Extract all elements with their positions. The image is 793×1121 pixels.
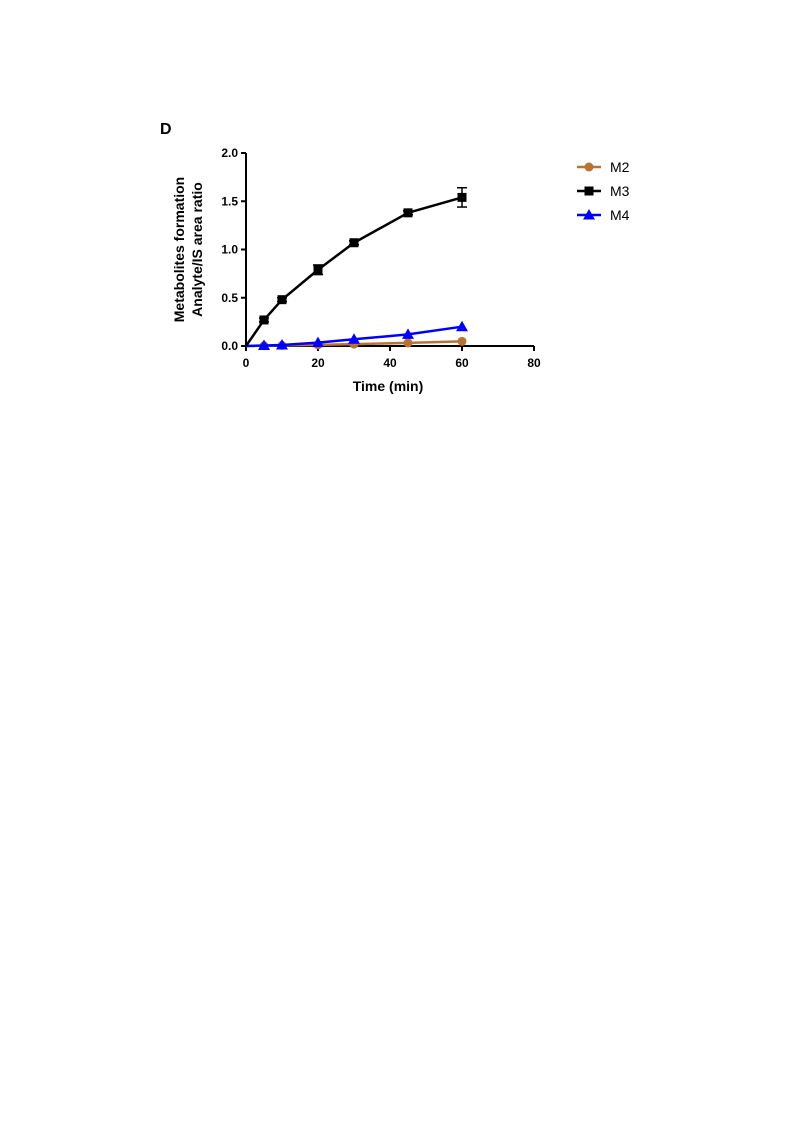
legend-label: M3: [610, 183, 630, 199]
y-tick-label: 2.0: [221, 146, 238, 160]
plot-area: 0 20 40 60 80 0.0 0.5 1.0 1.5 2.0 Time (min) Metabo…: [171, 146, 541, 394]
data-point-m3: [277, 295, 287, 305]
data-point-m3: [349, 238, 359, 248]
x-tick-label: 60: [455, 356, 469, 370]
series-line-m3: [244, 196, 463, 347]
y-axis-title-line1: Metabolites formation: [171, 177, 187, 322]
legend-label: M4: [610, 207, 630, 223]
legend-item-m3: M3: [577, 183, 630, 199]
data-point-m2: [403, 338, 413, 348]
data-point-m4: [276, 339, 288, 350]
x-tick-label: 20: [311, 356, 325, 370]
legend-marker-m2: [584, 162, 594, 172]
x-tick-label: 40: [383, 356, 397, 370]
x-tick-label: 0: [243, 356, 250, 370]
data-point-m3: [259, 315, 269, 325]
data-point-m4: [258, 339, 270, 351]
series-m3: [244, 186, 467, 347]
x-axis-title: Time (min): [353, 378, 424, 394]
legend-marker-m4: [583, 209, 595, 220]
data-point-m2: [457, 336, 467, 346]
data-point-m3: [403, 208, 413, 218]
legend: M2 M3 M4: [577, 159, 630, 223]
x-tick-label: 80: [527, 356, 541, 370]
y-tick-label: 1.5: [221, 194, 238, 208]
y-axis-title-line2: Analyte/IS area ratio: [189, 182, 205, 317]
legend-item-m4: M4: [577, 207, 630, 223]
y-tick-label: 0.0: [221, 339, 238, 353]
data-point-m4: [456, 320, 468, 332]
data-point-m3: [313, 265, 323, 275]
legend-marker-m3: [584, 186, 594, 196]
panel-label: D: [160, 121, 172, 138]
data-point-m4: [348, 333, 360, 344]
legend-item-m2: M2: [577, 159, 630, 175]
data-point-m3: [457, 192, 467, 202]
legend-label: M2: [610, 159, 630, 175]
y-tick-label: 1.0: [221, 243, 238, 257]
y-tick-label: 0.5: [221, 291, 238, 305]
data-point-m4: [402, 328, 414, 339]
data-point-m4: [312, 336, 324, 348]
series-m4: [245, 320, 468, 351]
